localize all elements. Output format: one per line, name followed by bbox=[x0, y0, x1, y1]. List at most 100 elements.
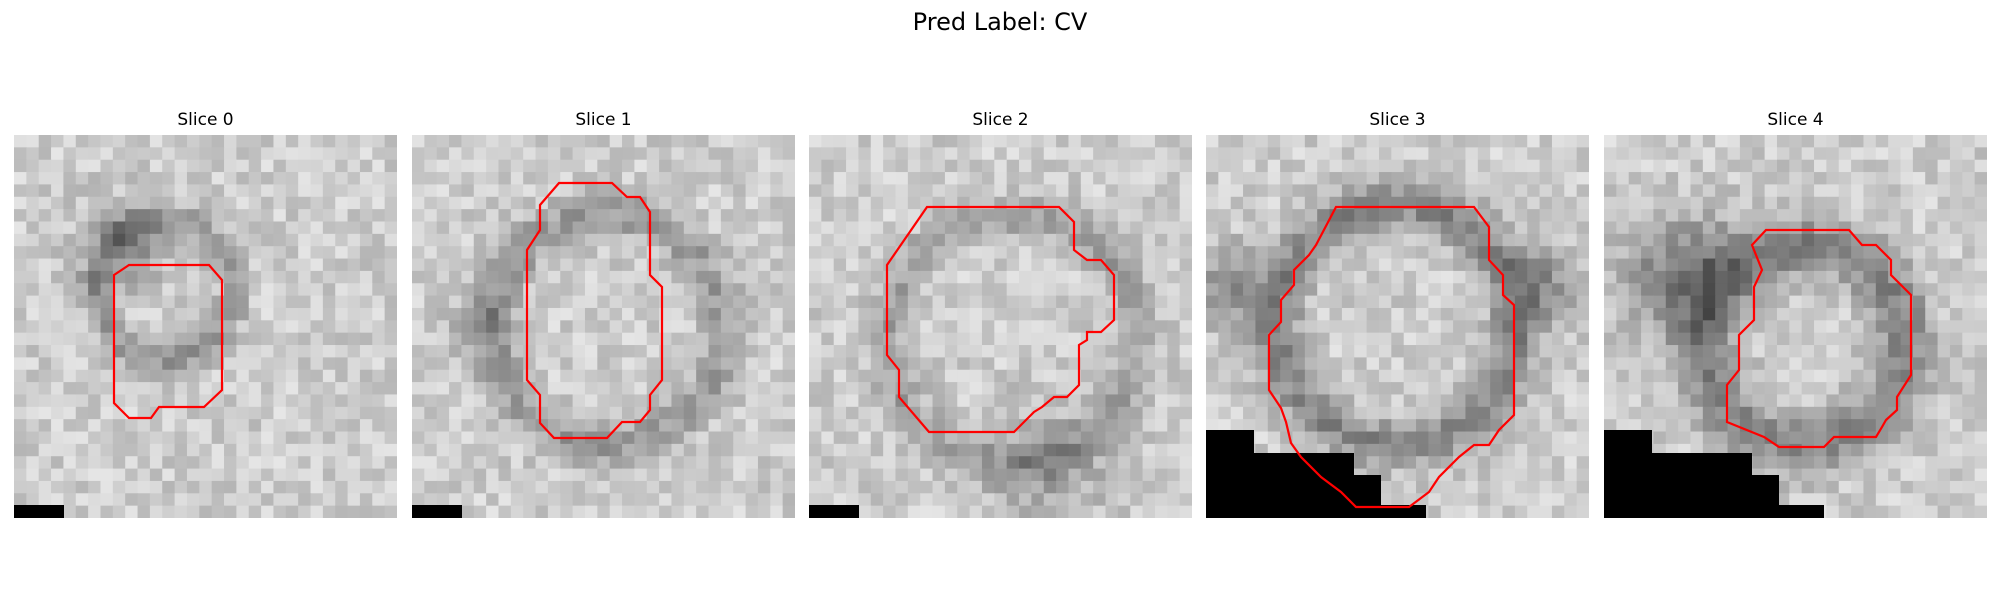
pixel bbox=[125, 270, 139, 284]
pixel bbox=[1838, 147, 1852, 161]
pixel bbox=[1764, 246, 1778, 260]
pixel bbox=[248, 345, 262, 358]
pixel bbox=[1490, 147, 1504, 161]
pixel bbox=[1341, 258, 1355, 272]
pixel bbox=[137, 320, 151, 334]
pixel bbox=[957, 332, 971, 346]
pixel bbox=[1154, 369, 1168, 383]
pixel bbox=[1514, 221, 1528, 235]
pixel bbox=[1641, 184, 1655, 198]
pixel bbox=[708, 357, 722, 371]
masked-region bbox=[809, 505, 859, 518]
pixel bbox=[1391, 172, 1405, 186]
pixel bbox=[833, 246, 847, 260]
pixel bbox=[1604, 419, 1617, 433]
pixel bbox=[424, 456, 438, 470]
pixel bbox=[535, 431, 549, 445]
pixel bbox=[535, 369, 549, 383]
pixel bbox=[1378, 456, 1392, 470]
pixel bbox=[125, 431, 139, 445]
pixel bbox=[782, 505, 795, 518]
pixel bbox=[1764, 394, 1778, 408]
pixel bbox=[1093, 382, 1107, 396]
pixel bbox=[646, 246, 660, 260]
pixel bbox=[1665, 382, 1679, 396]
pixel bbox=[1317, 209, 1331, 223]
pixel bbox=[199, 345, 213, 358]
pixel bbox=[412, 419, 425, 433]
pixel bbox=[510, 468, 524, 482]
pixel bbox=[149, 505, 163, 518]
pixel bbox=[100, 406, 114, 420]
pixel bbox=[1851, 320, 1865, 334]
pixel bbox=[994, 172, 1008, 186]
pixel bbox=[1093, 357, 1107, 371]
pixel bbox=[907, 246, 921, 260]
pixel bbox=[809, 431, 822, 445]
pixel bbox=[1937, 406, 1951, 420]
pixel bbox=[1391, 394, 1405, 408]
pixel bbox=[1576, 172, 1589, 186]
pixel bbox=[1576, 135, 1589, 148]
pixel bbox=[1863, 221, 1877, 235]
pixel bbox=[994, 357, 1008, 371]
pixel bbox=[1628, 307, 1642, 321]
pixel bbox=[1888, 209, 1902, 223]
pixel bbox=[1068, 196, 1082, 210]
pixel bbox=[932, 295, 946, 309]
pixel bbox=[622, 307, 635, 321]
pixel bbox=[1292, 345, 1306, 358]
pixel bbox=[920, 246, 934, 260]
pixel bbox=[708, 233, 722, 247]
pixel bbox=[1267, 419, 1281, 433]
pixel bbox=[560, 246, 574, 260]
pixel bbox=[870, 209, 884, 223]
pixel bbox=[944, 394, 958, 408]
pixel bbox=[1789, 382, 1803, 396]
pixel bbox=[186, 295, 200, 309]
pixel bbox=[1230, 345, 1244, 358]
pixel bbox=[883, 184, 897, 198]
pixel bbox=[809, 369, 822, 383]
pixel bbox=[1206, 258, 1219, 272]
pixel bbox=[1218, 246, 1232, 260]
pixel bbox=[932, 369, 946, 383]
pixel bbox=[1539, 258, 1553, 272]
pixel bbox=[1514, 357, 1528, 371]
pixel bbox=[757, 431, 771, 445]
pixel bbox=[1690, 233, 1704, 247]
pixel bbox=[858, 147, 872, 161]
pixel bbox=[1167, 345, 1181, 358]
pixel bbox=[1243, 196, 1257, 210]
slice-title: Slice 3 bbox=[1369, 110, 1426, 130]
pixel bbox=[757, 147, 771, 161]
pixel bbox=[1715, 135, 1729, 148]
pixel bbox=[770, 295, 784, 309]
pixel bbox=[384, 431, 397, 445]
pixel bbox=[236, 419, 250, 433]
pixel bbox=[523, 406, 537, 420]
pixel bbox=[560, 209, 574, 223]
pixel bbox=[1465, 456, 1479, 470]
pixel bbox=[199, 209, 213, 223]
pixel bbox=[273, 332, 287, 346]
pixel bbox=[174, 456, 188, 470]
pixel bbox=[1378, 283, 1392, 297]
pixel bbox=[88, 233, 102, 247]
pixel bbox=[1702, 196, 1716, 210]
pixel bbox=[112, 172, 126, 186]
pixel bbox=[1776, 307, 1790, 321]
pixel bbox=[1502, 505, 1516, 518]
pixel bbox=[1665, 369, 1679, 383]
pixel bbox=[1514, 270, 1528, 284]
pixel bbox=[199, 159, 213, 173]
pixel bbox=[907, 480, 921, 494]
pixel bbox=[1490, 184, 1504, 198]
pixel bbox=[846, 431, 860, 445]
pixel bbox=[1514, 135, 1528, 148]
pixel bbox=[1154, 419, 1168, 433]
pixel bbox=[1105, 406, 1119, 420]
pixel bbox=[858, 159, 872, 173]
pixel bbox=[1366, 295, 1380, 309]
pixel bbox=[957, 233, 971, 247]
